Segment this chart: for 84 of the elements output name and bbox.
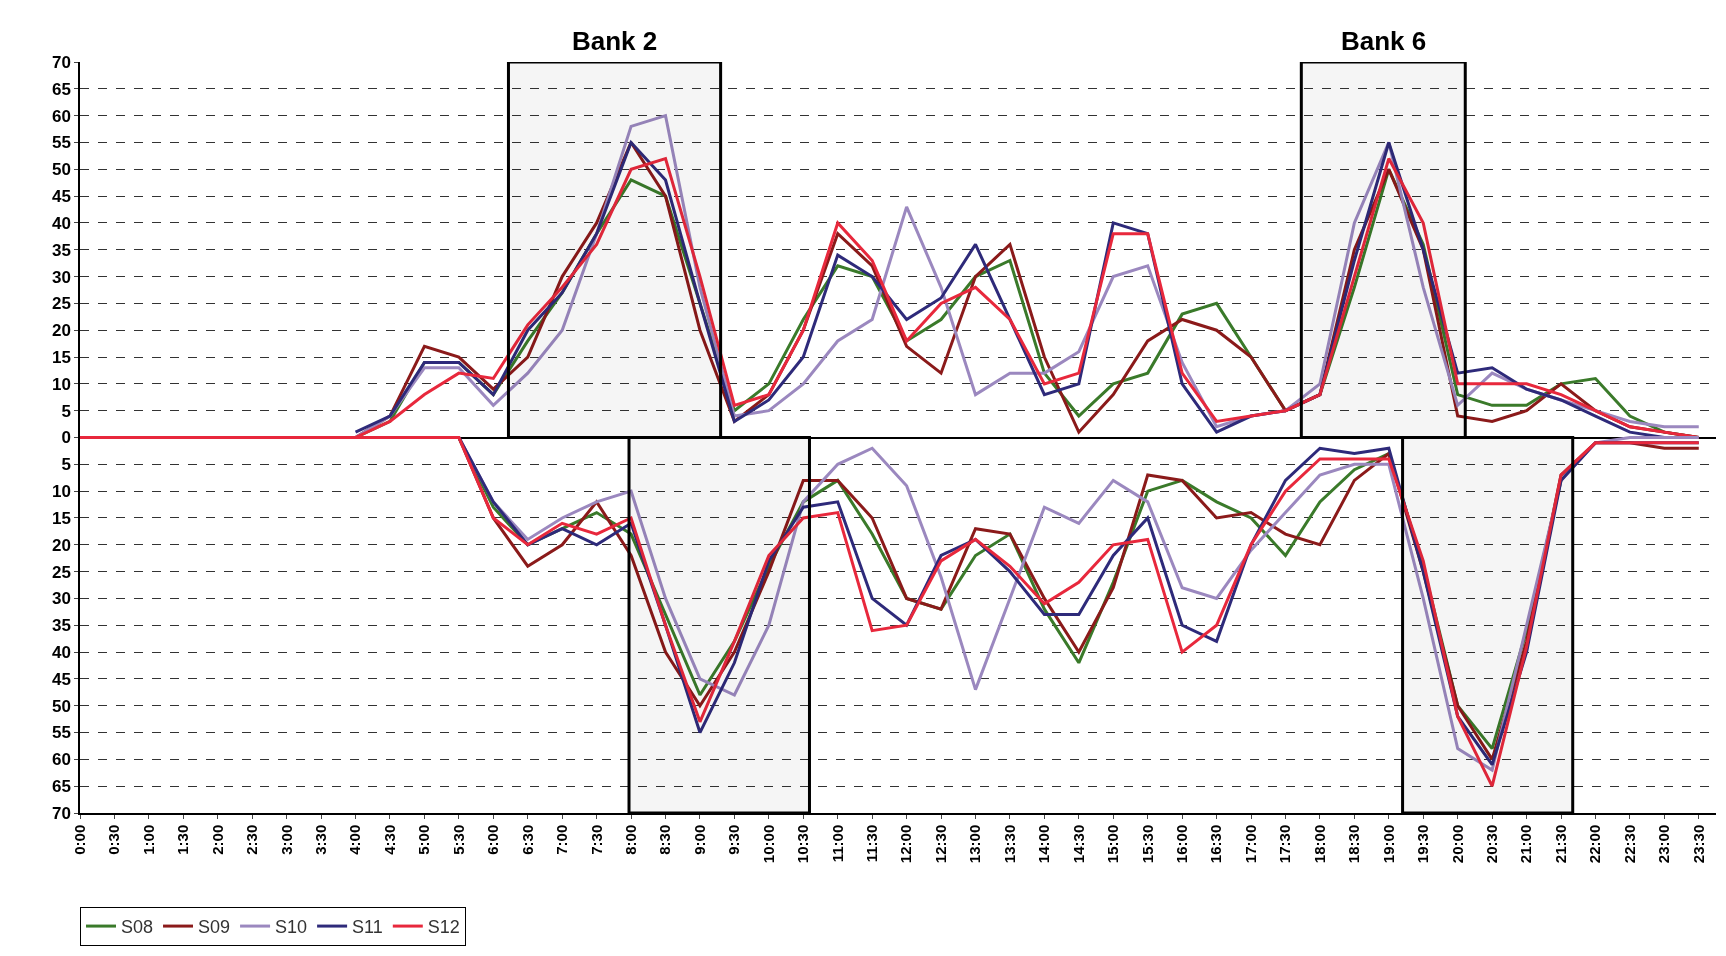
x-tick-label: 2:30: [243, 824, 261, 855]
x-tick-label: 9:00: [690, 824, 708, 855]
y-tick-label: 45: [51, 187, 71, 207]
x-tick-label: 12:30: [931, 824, 949, 864]
x-tick-label: 16:30: [1207, 824, 1225, 864]
x-tick-label: 10:30: [794, 824, 812, 864]
y-tick-label: 25: [51, 562, 71, 582]
y-tick-label: 35: [51, 240, 71, 260]
y-tick-label: 60: [51, 106, 71, 126]
x-tick-label: 23:30: [1689, 824, 1707, 864]
x-tick-label: 17:00: [1241, 824, 1259, 864]
legend-label: S09: [198, 917, 231, 938]
y-tick-label: 45: [51, 669, 71, 689]
band-label: Bank 2: [572, 26, 658, 56]
y-tick-label: 40: [51, 213, 71, 233]
x-tick-label: 7:00: [553, 824, 571, 855]
x-tick-label: 6:30: [518, 824, 536, 855]
y-tick-label: 25: [51, 294, 71, 314]
x-tick-label: 5:30: [449, 824, 467, 855]
y-tick-label: 15: [51, 347, 71, 367]
x-tick-label: 19:00: [1379, 824, 1397, 864]
x-tick-label: 3:00: [277, 824, 295, 855]
y-tick-label: 60: [51, 750, 71, 770]
x-tick-label: 22:30: [1620, 824, 1638, 864]
x-tick-label: 1:00: [139, 824, 157, 855]
x-tick-label: 18:00: [1310, 824, 1328, 864]
x-tick-label: 12:00: [897, 824, 915, 864]
x-tick-label: 11:00: [828, 824, 846, 863]
x-tick-label: 6:00: [484, 824, 502, 855]
y-tick-label: 70: [51, 52, 71, 72]
x-tick-label: 0:30: [105, 824, 123, 855]
x-tick-label: 1:30: [174, 824, 192, 855]
x-tick-label: 19:30: [1414, 824, 1432, 864]
y-tick-label: 65: [51, 79, 71, 99]
x-tick-label: 3:30: [311, 824, 329, 855]
x-tick-label: 22:00: [1586, 824, 1604, 864]
y-tick-label: 0: [61, 428, 71, 448]
y-tick-label: 10: [51, 374, 71, 394]
y-tick-label: 70: [51, 803, 71, 823]
x-tick-label: 15:00: [1104, 824, 1122, 864]
legend-label: S12: [427, 917, 460, 938]
y-tick-label: 20: [51, 535, 71, 555]
y-tick-label: 10: [51, 482, 71, 502]
y-tick-label: 40: [51, 643, 71, 663]
x-tick-label: 14:30: [1069, 824, 1087, 864]
x-tick-label: 13:30: [1000, 824, 1018, 864]
y-tick-label: 20: [51, 321, 71, 341]
x-tick-label: 17:30: [1276, 824, 1294, 864]
x-tick-label: 8:00: [621, 824, 639, 855]
x-tick-label: 2:00: [208, 824, 226, 855]
x-tick-label: 18:30: [1345, 824, 1363, 864]
x-tick-label: 4:30: [380, 824, 398, 855]
x-tick-label: 9:30: [725, 824, 743, 855]
y-tick-label: 35: [51, 616, 71, 636]
band-label: Bank 6: [1341, 26, 1427, 56]
x-tick-label: 20:30: [1483, 824, 1501, 864]
x-tick-label: 20:00: [1448, 824, 1466, 864]
x-tick-label: 21:30: [1551, 824, 1569, 864]
x-tick-label: 15:30: [1138, 824, 1156, 864]
y-tick-label: 15: [51, 508, 71, 528]
y-tick-label: 30: [51, 589, 71, 609]
y-tick-label: 30: [51, 267, 71, 287]
legend-label: S10: [275, 917, 308, 938]
y-tick-label: 55: [51, 133, 71, 153]
x-tick-label: 4:00: [346, 824, 364, 855]
x-tick-label: 14:00: [1035, 824, 1053, 864]
y-tick-label: 55: [51, 723, 71, 743]
y-tick-label: 65: [51, 777, 71, 797]
x-tick-label: 8:30: [656, 824, 674, 855]
y-tick-label: 5: [61, 401, 71, 421]
x-tick-label: 10:00: [759, 824, 777, 864]
x-tick-label: 11:30: [863, 824, 881, 863]
legend-label: S08: [121, 917, 154, 938]
x-tick-label: 5:00: [415, 824, 433, 855]
y-tick-label: 5: [61, 455, 71, 475]
x-tick-label: 7:30: [587, 824, 605, 855]
x-tick-label: 13:00: [966, 824, 984, 864]
x-tick-label: 23:00: [1655, 824, 1673, 864]
x-tick-label: 0:00: [70, 824, 88, 855]
x-tick-label: 16:00: [1173, 824, 1191, 864]
y-tick-label: 50: [51, 160, 71, 180]
y-tick-label: 50: [51, 696, 71, 716]
x-tick-label: 21:00: [1517, 824, 1535, 864]
legend-label: S11: [352, 917, 383, 938]
